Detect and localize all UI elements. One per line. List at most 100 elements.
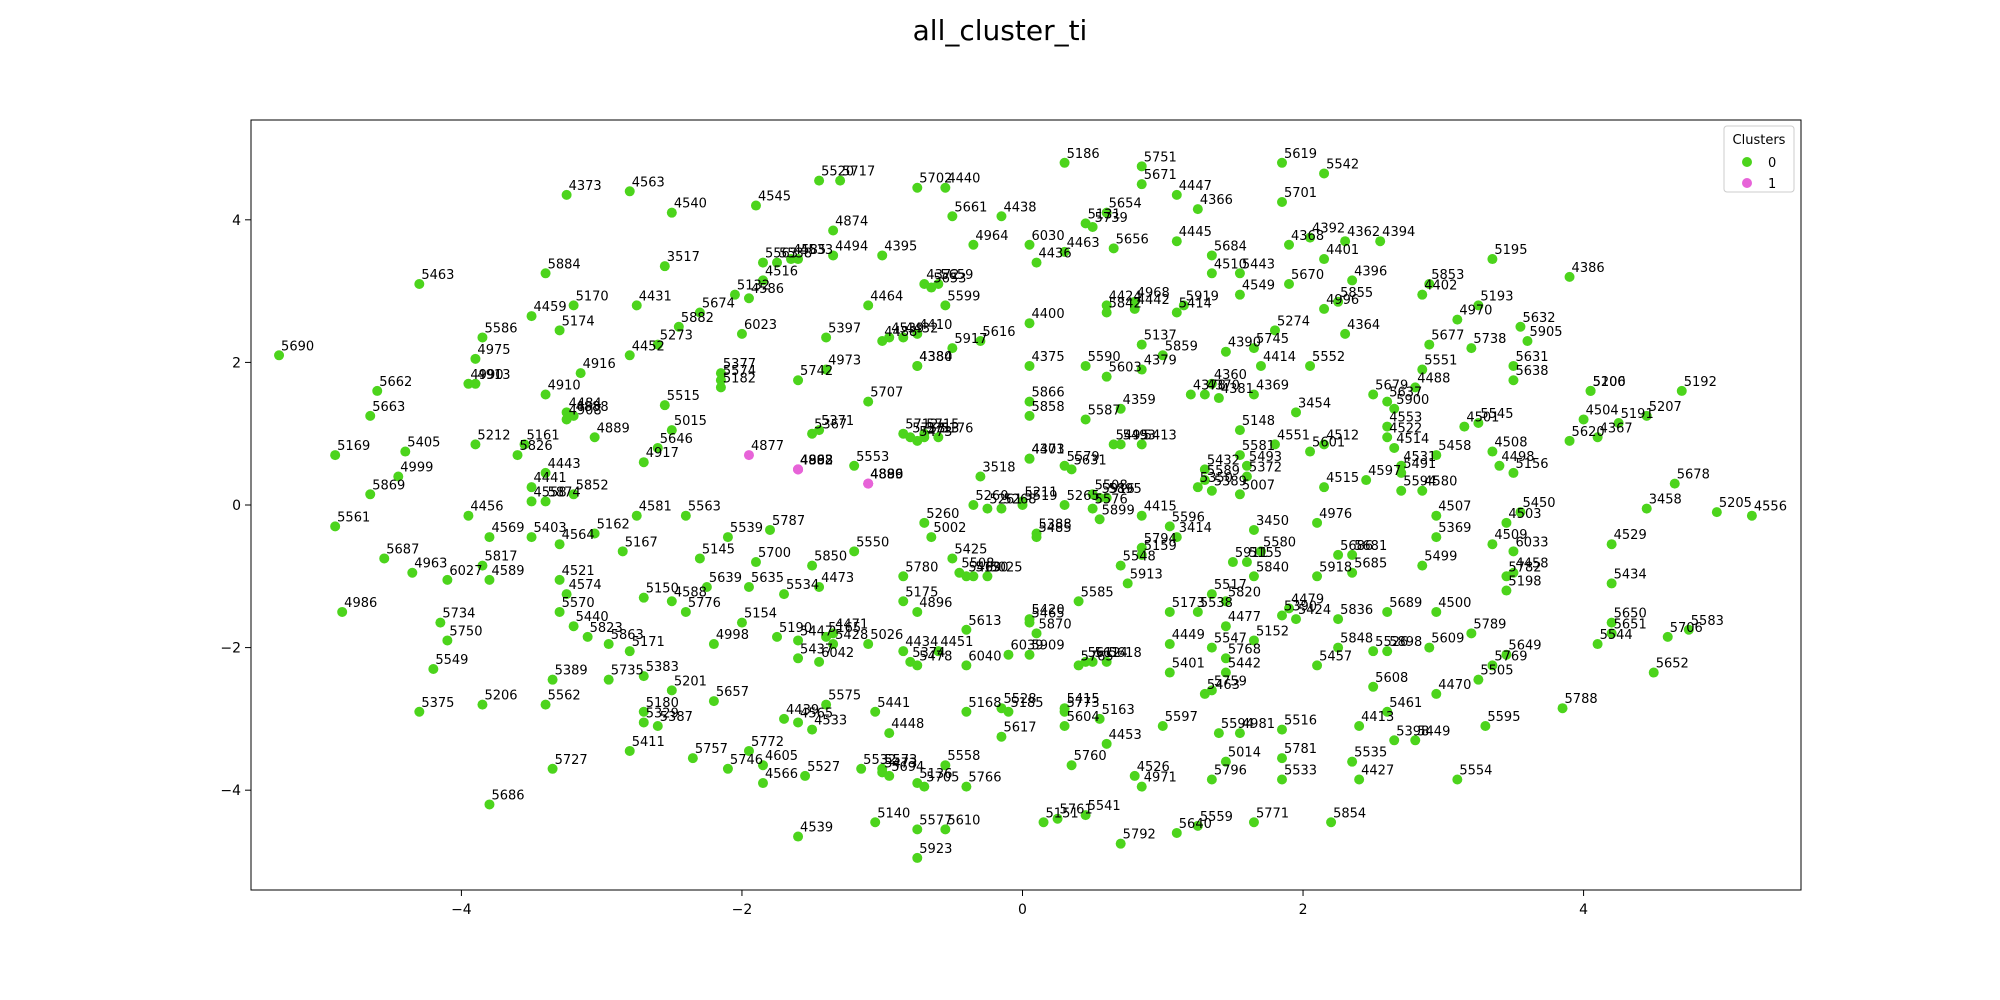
data-point (638, 457, 649, 468)
data-point (1417, 289, 1428, 300)
point-label: 5174 (562, 314, 595, 329)
point-label: 4976 (1319, 507, 1352, 522)
point-label: 5265 (1067, 489, 1100, 504)
point-label: 5649 (1508, 639, 1541, 654)
data-point (870, 706, 881, 717)
data-point (554, 539, 565, 550)
data-point (933, 432, 944, 443)
point-label: 5458 (1438, 439, 1471, 454)
data-point (652, 442, 663, 453)
data-point (1248, 343, 1259, 354)
point-label: 4396 (1354, 264, 1387, 279)
point-label: 5185 (1010, 696, 1043, 711)
point-label: 5911 (1235, 546, 1268, 561)
point-label: 5491 (1403, 457, 1436, 472)
data-point (1284, 278, 1295, 289)
point-label: 5367 (814, 418, 847, 433)
point-label: 4917 (646, 446, 679, 461)
point-label: 4516 (765, 264, 798, 279)
y-tick-label: 0 (232, 498, 241, 514)
data-point (1248, 571, 1259, 582)
point-label: 4508 (1494, 436, 1527, 451)
point-label: 4531 (1403, 450, 1436, 465)
point-label: 5751 (1144, 150, 1177, 165)
point-label: 5007 (1242, 478, 1275, 493)
data-point (821, 332, 832, 343)
point-label: 5387 (660, 710, 693, 725)
point-label: 5576 (1095, 493, 1128, 508)
point-label: 5677 (1431, 329, 1464, 344)
data-point (540, 389, 551, 400)
data-point (1234, 268, 1245, 279)
point-label: 5465 (1032, 607, 1065, 622)
point-label: 5768 (1228, 642, 1261, 657)
point-label: 4368 (1291, 229, 1324, 244)
point-label: 5152 (1256, 624, 1289, 639)
data-point (547, 674, 558, 685)
point-label: 5900 (1396, 393, 1429, 408)
point-label: 5140 (877, 806, 910, 821)
data-point (1641, 503, 1652, 514)
point-label: 4916 (583, 357, 616, 372)
data-point (1206, 378, 1217, 389)
data-point (526, 311, 537, 322)
data-point (1157, 721, 1168, 732)
point-label: 4539 (800, 821, 833, 836)
data-point (1220, 756, 1231, 767)
point-label: 5679 (1375, 378, 1408, 393)
point-label: 5508 (961, 557, 994, 572)
point-label: 5681 (1354, 539, 1387, 554)
data-point (554, 574, 565, 585)
point-label: 5562 (548, 689, 581, 704)
point-label: 6042 (821, 646, 854, 661)
point-label: 4539 (891, 321, 924, 336)
data-point (1206, 485, 1217, 496)
data-point (1129, 303, 1140, 314)
data-point (975, 336, 986, 347)
data-point (1669, 478, 1680, 489)
data-point (1508, 360, 1519, 371)
data-point (1136, 510, 1147, 521)
data-point (1284, 603, 1295, 614)
point-label: 4367 (1600, 421, 1633, 436)
data-point (1087, 503, 1098, 514)
point-label: 5761 (1060, 803, 1093, 818)
data-point (638, 592, 649, 603)
data-point (1136, 339, 1147, 350)
data-point (1487, 539, 1498, 550)
point-label: 5145 (702, 542, 735, 557)
point-label: 4452 (632, 339, 665, 354)
point-label: 5425 (954, 542, 987, 557)
data-point (1613, 418, 1624, 429)
data-point (1087, 221, 1098, 232)
point-label: 5746 (730, 753, 763, 768)
point-label: 5670 (1291, 268, 1324, 283)
point-label: 4585 (793, 243, 826, 258)
data-point (365, 489, 376, 500)
point-label: 4597 (1368, 464, 1401, 479)
point-label: 4415 (1144, 500, 1177, 515)
data-point (1031, 628, 1042, 639)
point-label: 5150 (646, 582, 679, 597)
data-point (1220, 653, 1231, 664)
point-label: 5441 (877, 696, 910, 711)
point-label: 5171 (632, 635, 665, 650)
point-label: 5753 (912, 421, 945, 436)
data-point (1213, 728, 1224, 739)
point-label: 5613 (968, 614, 1001, 629)
data-point (1164, 639, 1175, 650)
point-label: 5671 (1144, 168, 1177, 183)
point-label: 5535 (1354, 746, 1387, 761)
point-label: 5858 (1032, 400, 1065, 415)
point-label: 4500 (1438, 596, 1471, 611)
data-point (708, 696, 719, 707)
point-label: 5553 (856, 450, 889, 465)
data-point (568, 300, 579, 311)
point-label: 5702 (919, 172, 952, 187)
data-point (1206, 685, 1217, 696)
data-point (793, 375, 804, 386)
data-point (1417, 364, 1428, 375)
data-point (961, 706, 972, 717)
point-label: 5162 (597, 518, 630, 533)
data-point (807, 428, 818, 439)
